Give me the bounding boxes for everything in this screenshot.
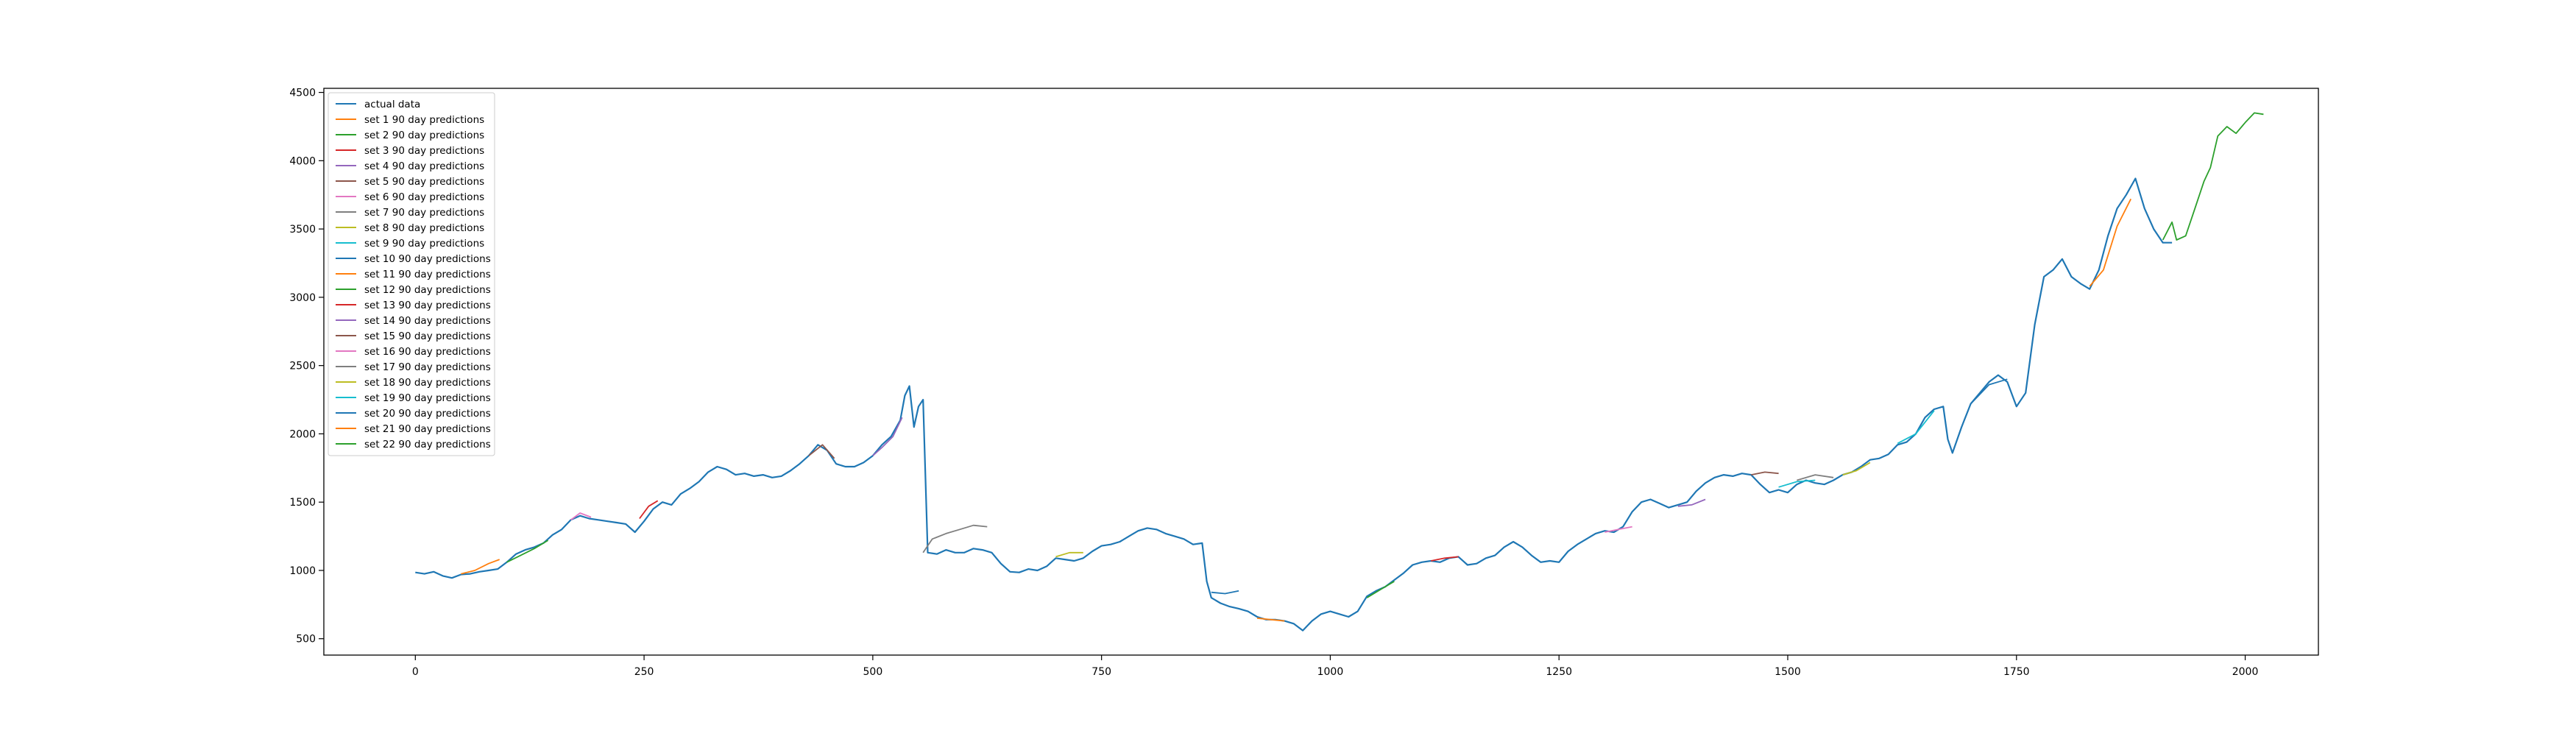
y-tick-label: 3500 — [289, 224, 316, 236]
legend-label: set 20 90 day predictions — [364, 408, 491, 420]
legend-label: set 18 90 day predictions — [364, 377, 491, 389]
legend-label: set 7 90 day predictions — [364, 207, 484, 219]
x-tick-label: 1750 — [2003, 666, 2030, 678]
plot-area-frame — [323, 88, 2319, 656]
legend-label: set 3 90 day predictions — [364, 145, 484, 157]
x-tick-label: 0 — [412, 666, 419, 678]
series-line-set-11-predictions — [1256, 618, 1285, 622]
y-tick-label: 4500 — [289, 88, 316, 99]
legend: actual data set 1 90 day predictions set 2… — [328, 92, 495, 456]
legend-label: set 8 90 day predictions — [364, 222, 484, 234]
x-tick-label: 500 — [863, 666, 883, 678]
series-line-set-19-predictions — [1897, 410, 1935, 445]
y-tick-label: 2500 — [289, 361, 316, 372]
legend-label: set 21 90 day predictions — [364, 423, 491, 435]
series-line-set-20-predictions — [1970, 378, 2008, 405]
series-line-set-9-predictions — [1778, 479, 1816, 488]
legend-label: set 1 90 day predictions — [364, 114, 484, 126]
x-tick-label: 2000 — [2232, 666, 2259, 678]
series-line-set-10-predictions — [1211, 590, 1239, 595]
legend-label: set 16 90 day predictions — [364, 346, 491, 358]
legend-label: set 19 90 day predictions — [364, 392, 491, 404]
x-tick-label: 1000 — [1317, 666, 1344, 678]
series-line-set-4-predictions — [872, 417, 903, 456]
legend-label: set 4 90 day predictions — [364, 160, 484, 172]
legend-box — [328, 92, 495, 456]
y-tick-label: 2000 — [289, 428, 316, 440]
series-layer — [415, 112, 2264, 632]
series-line-set-22-predictions — [2162, 112, 2264, 241]
legend-label: actual data — [364, 99, 420, 110]
legend-label: set 10 90 day predictions — [364, 253, 491, 265]
legend-label: set 9 90 day predictions — [364, 238, 484, 250]
series-line-set-13-predictions — [1431, 556, 1459, 562]
y-tick-label: 1500 — [289, 497, 316, 509]
series-line-set-12-predictions — [1366, 581, 1395, 598]
legend-label: set 12 90 day predictions — [364, 284, 491, 296]
legend-label: set 2 90 day predictions — [364, 130, 484, 141]
series-line-set-2-predictions — [506, 540, 549, 563]
series-line-set-6-predictions — [570, 512, 592, 521]
x-tick-label: 750 — [1091, 666, 1111, 678]
series-line-set-5-predictions — [808, 444, 835, 459]
series-line-set-7-predictions — [922, 524, 988, 554]
legend-label: set 14 90 day predictions — [364, 315, 491, 327]
y-tick-label: 4000 — [289, 155, 316, 167]
x-tick-label: 1250 — [1546, 666, 1572, 678]
legend-label: set 5 90 day predictions — [364, 176, 484, 188]
legend-label: set 11 90 day predictions — [364, 269, 491, 280]
x-tick-label: 250 — [634, 666, 654, 678]
series-line-set-15-predictions — [1751, 471, 1779, 475]
x-tick-label: 1500 — [1774, 666, 1801, 678]
y-tick-label: 500 — [296, 634, 316, 646]
legend-label: set 15 90 day predictions — [364, 330, 491, 342]
legend-label: set 13 90 day predictions — [364, 300, 491, 311]
series-line-set-16-predictions — [1604, 526, 1632, 533]
series-line-set-17-predictions — [1797, 474, 1834, 481]
y-tick-label: 1000 — [289, 565, 316, 577]
axes: 0 250 500 750 1000 1250 1500 1750 2000 500 1000 150… — [289, 88, 2258, 678]
y-tick-label: 3000 — [289, 292, 316, 304]
series-line-set-14-predictions — [1677, 498, 1706, 507]
series-line-set-1-predictions — [461, 559, 500, 575]
series-line-set-3-predictions — [639, 500, 659, 520]
series-line-actual-data — [415, 177, 2173, 632]
series-line-set-18-predictions — [1842, 462, 1871, 475]
series-line-set-8-predictions — [1055, 551, 1083, 558]
legend-label: set 17 90 day predictions — [364, 361, 491, 373]
legend-label: set 6 90 day predictions — [364, 191, 484, 203]
series-line-set-21-predictions — [2089, 198, 2132, 287]
legend-label: set 22 90 day predictions — [364, 439, 491, 450]
